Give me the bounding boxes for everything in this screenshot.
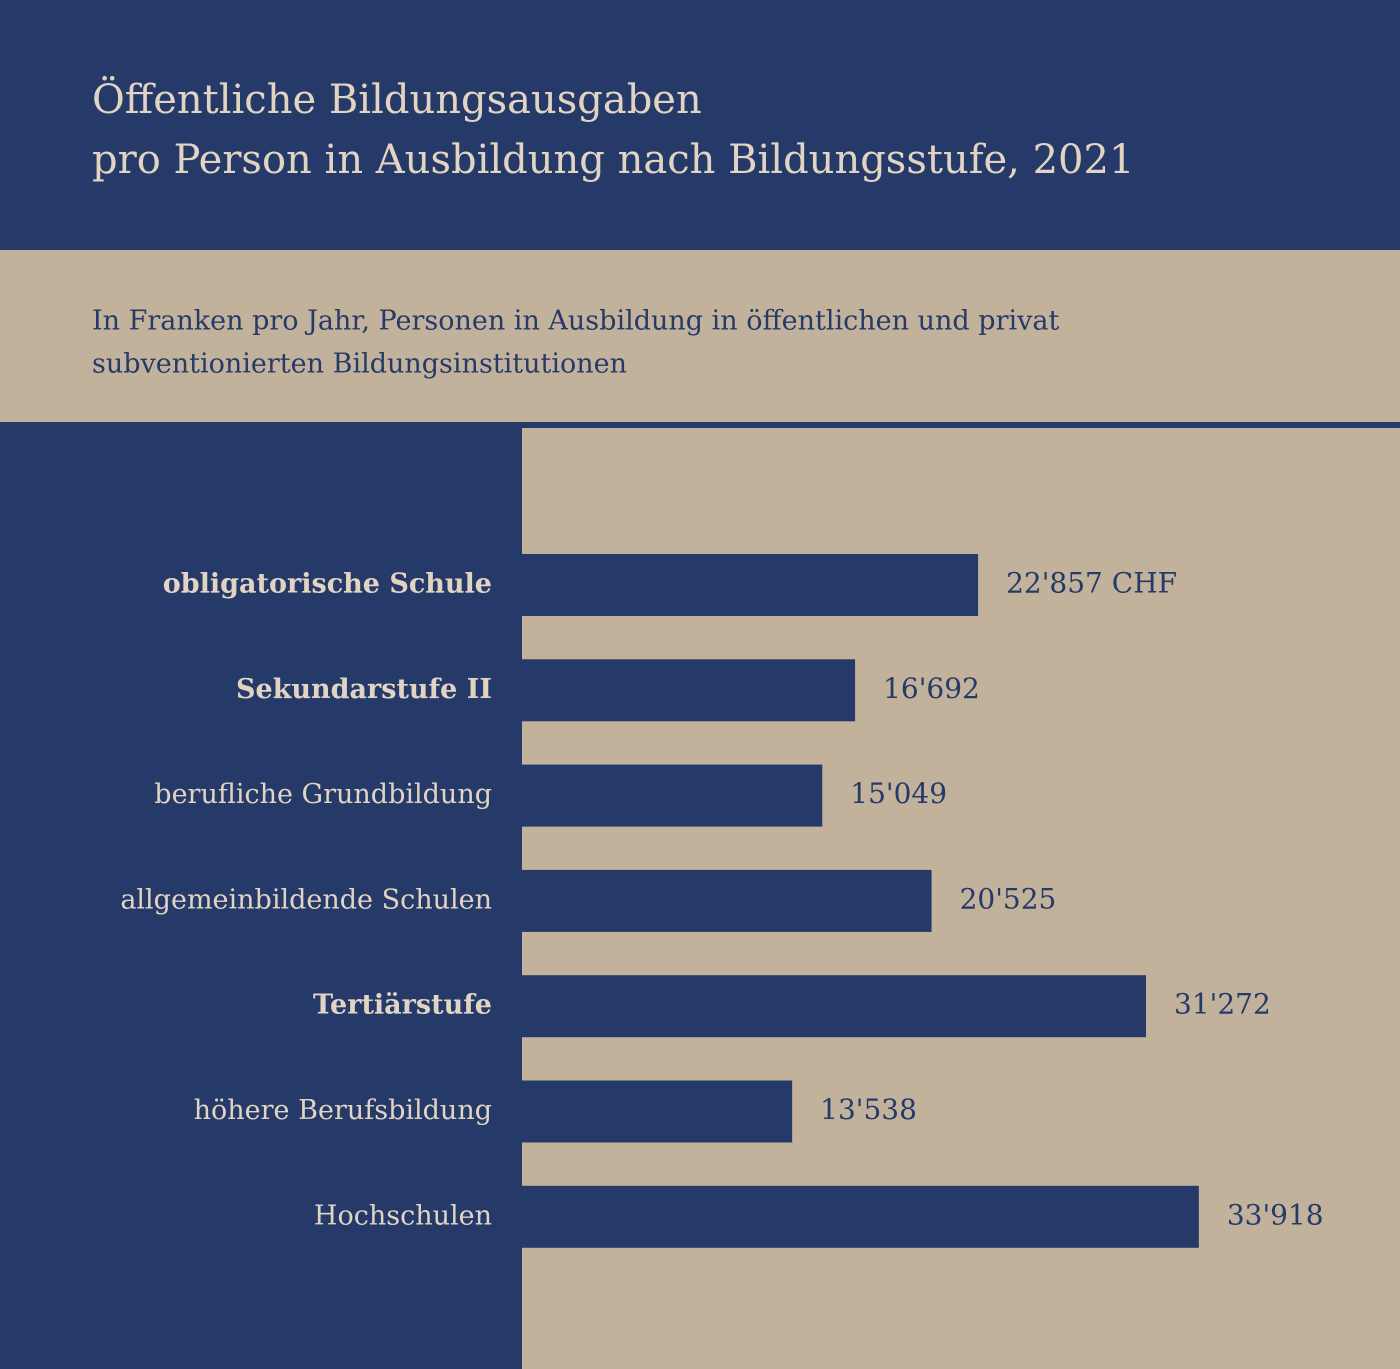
chart-title: Öffentliche Bildungsausgaben bbox=[92, 76, 702, 123]
category-label: höhere Berufsbildung bbox=[194, 1095, 492, 1126]
chart-subtitle: In Franken pro Jahr, Personen in Ausbild… bbox=[92, 306, 1059, 337]
bar bbox=[522, 975, 1147, 1038]
category-label: Hochschulen bbox=[314, 1200, 492, 1231]
chart-subtitle: subventionierten Bildungsinstitutionen bbox=[92, 349, 627, 380]
bar bbox=[522, 869, 932, 932]
value-label: 33'918 bbox=[1227, 1198, 1324, 1231]
category-label: Tertiärstufe bbox=[313, 990, 492, 1021]
category-label: Sekundarstufe II bbox=[236, 674, 492, 705]
category-label: allgemeinbildende Schulen bbox=[120, 884, 492, 915]
subtitle-band bbox=[0, 250, 1400, 422]
category-label: obligatorische Schule bbox=[163, 569, 492, 600]
chart-title: pro Person in Ausbildung nach Bildungsst… bbox=[92, 137, 1134, 183]
bar bbox=[522, 1080, 793, 1143]
bar bbox=[522, 554, 979, 616]
value-label: 22'857 CHF bbox=[1006, 567, 1177, 600]
header-band bbox=[0, 0, 1400, 250]
value-label: 13'538 bbox=[820, 1093, 917, 1126]
bar bbox=[522, 1185, 1199, 1248]
value-label: 16'692 bbox=[883, 672, 980, 705]
category-label: berufliche Grundbildung bbox=[154, 779, 492, 810]
value-label: 15'049 bbox=[850, 777, 947, 810]
value-label: 31'272 bbox=[1174, 988, 1271, 1021]
value-label: 20'525 bbox=[960, 882, 1057, 915]
bar bbox=[522, 659, 856, 722]
bar bbox=[522, 764, 823, 827]
